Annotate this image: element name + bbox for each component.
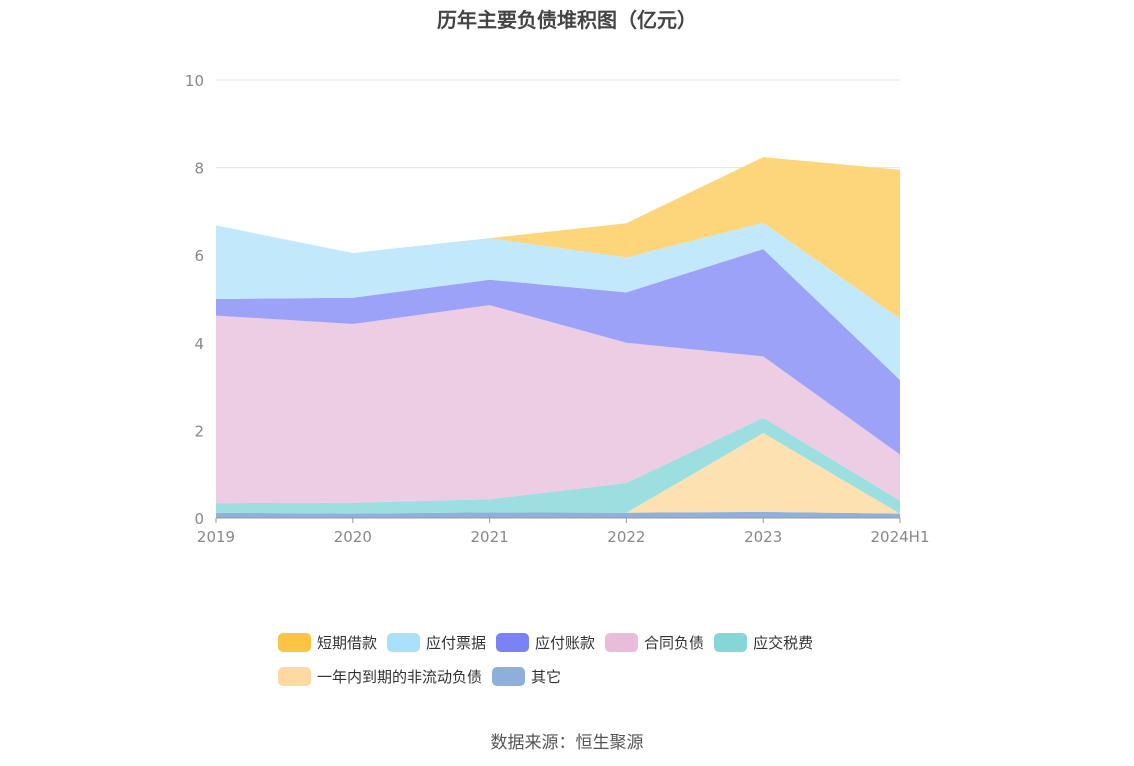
legend-item[interactable]: 一年内到期的非流动负债 (278, 664, 482, 688)
area-series-3 (216, 305, 900, 504)
y-tick-label: 2 (194, 422, 204, 440)
x-tick-label: 2022 (607, 528, 645, 546)
legend-label: 合同负债 (644, 633, 705, 652)
legend: 短期借款 应付票据 应付账款 合同负债 应交税费一年内到期的非流动负债 其它 (278, 630, 878, 698)
legend-label: 应付票据 (426, 633, 487, 652)
area-series-1 (216, 433, 900, 514)
legend-label: 其它 (531, 667, 562, 686)
legend-swatch (714, 632, 748, 652)
y-tick-label: 10 (185, 72, 204, 90)
y-tick-label: 8 (194, 160, 204, 178)
axes: 0 2 4 6 8 10 2019 2020 2021 2022 2023 2024H1 (185, 72, 930, 546)
legend-item[interactable]: 应付票据 (387, 630, 486, 654)
legend-label: 短期借款 (317, 633, 378, 652)
data-source: 数据来源：恒生聚源 (490, 733, 644, 753)
legend-item[interactable]: 应付账款 (496, 630, 595, 654)
legend-swatch (492, 666, 526, 686)
legend-label: 应付账款 (535, 633, 596, 652)
y-tick-label: 0 (194, 510, 204, 528)
legend-swatch (605, 632, 639, 652)
y-tick-label: 6 (194, 247, 204, 265)
legend-item[interactable]: 短期借款 (278, 630, 377, 654)
area-series-2 (216, 417, 900, 514)
y-tick-label: 4 (194, 335, 204, 353)
legend-item[interactable]: 其它 (492, 664, 561, 688)
x-tick-label: 2020 (334, 528, 372, 546)
legend-item[interactable]: 合同负债 (605, 630, 704, 654)
legend-swatch (496, 632, 530, 652)
legend-item[interactable]: 应交税费 (714, 630, 813, 654)
x-tick-label: 2024H1 (871, 528, 930, 546)
legend-label: 一年内到期的非流动负债 (317, 667, 483, 686)
x-tick-label: 2019 (197, 528, 235, 546)
area-series-0 (216, 511, 900, 518)
chart-title: 历年主要负债堆积图（亿元） (437, 8, 697, 32)
area-series-5 (216, 222, 900, 380)
area-series-layer (216, 157, 900, 518)
legend-swatch (278, 632, 311, 652)
area-series-6 (216, 157, 900, 319)
area-series-4 (216, 249, 900, 455)
x-tick-label: 2021 (471, 528, 509, 546)
legend-label: 应交税费 (753, 633, 814, 652)
legend-swatch (278, 666, 311, 686)
legend-swatch (387, 632, 421, 652)
x-tick-label: 2023 (744, 528, 782, 546)
